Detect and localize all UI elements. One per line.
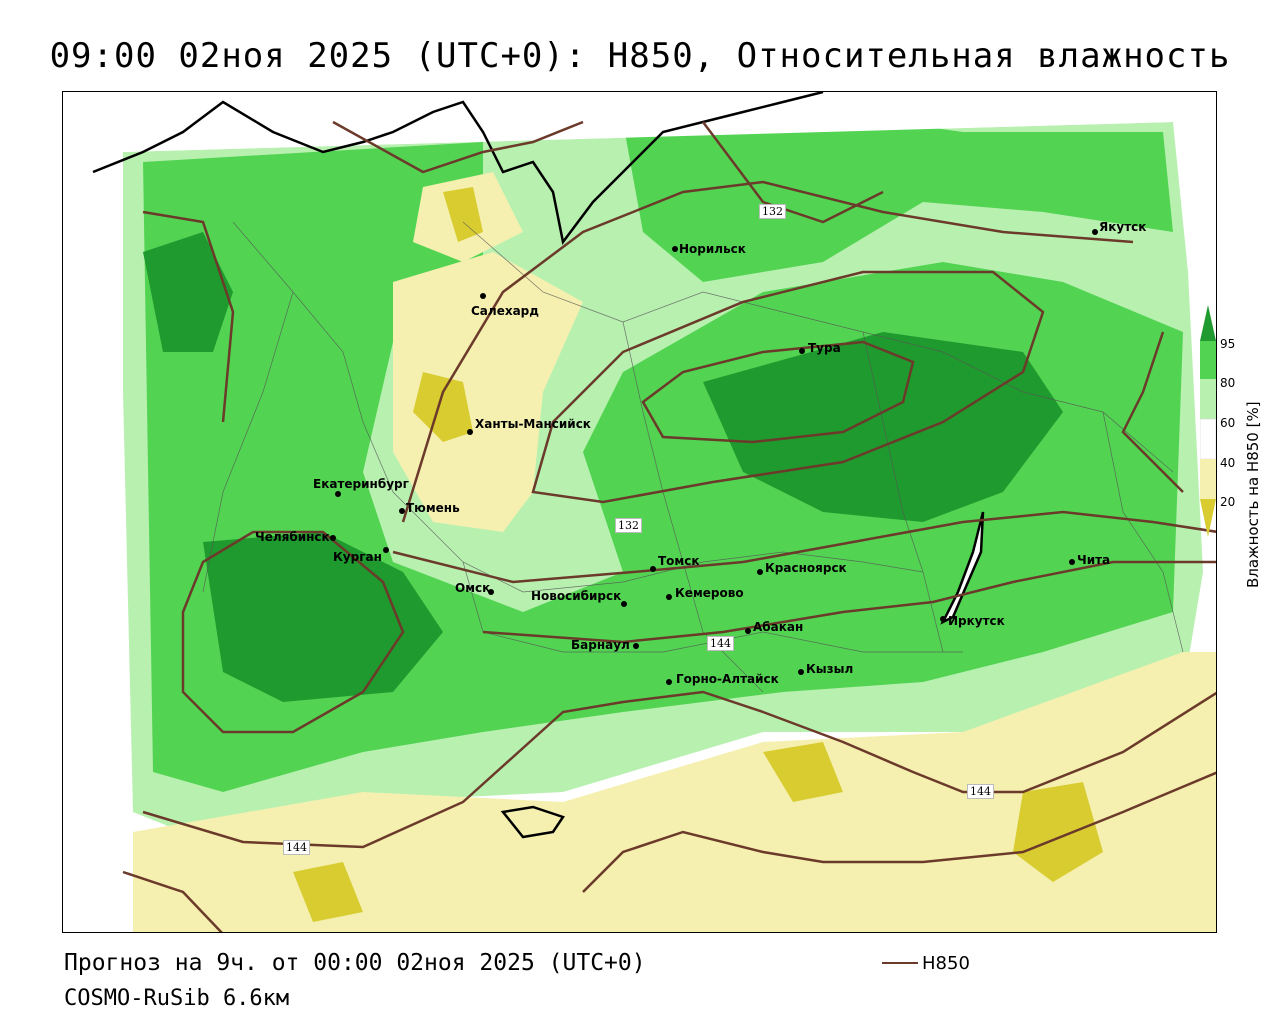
map-area: 132 132 144 144 144 Якутск Норильск Сале… xyxy=(62,91,1217,933)
contour-label: 132 xyxy=(615,518,642,533)
city-marker xyxy=(940,616,946,622)
coastline xyxy=(92,92,824,839)
city-label: Томск xyxy=(658,554,700,568)
colorbar-40 xyxy=(1200,418,1216,460)
model-name: COSMO-RuSib 6.6км xyxy=(64,986,290,1011)
city-label: Екатеринбург xyxy=(313,477,409,491)
humidity-field-dry-south-se xyxy=(1013,782,1103,882)
contour-138-b xyxy=(142,210,235,423)
colorbar-tick: 40 xyxy=(1220,456,1236,470)
city-label: Челябинск xyxy=(255,530,330,544)
contour-132-inner xyxy=(641,340,915,444)
city-marker xyxy=(335,491,341,497)
humidity-field-dry-south-c xyxy=(763,742,843,802)
city-marker xyxy=(666,594,672,600)
legend-label: H850 xyxy=(922,953,970,974)
contour-label: 144 xyxy=(707,636,734,651)
contour-150-d xyxy=(1121,331,1184,493)
city-marker xyxy=(650,566,656,572)
humidity-field-95-nw xyxy=(143,232,233,352)
forecast-info: Прогноз на 9ч. от 00:00 02ноя 2025 (UTC+… xyxy=(64,950,646,976)
h850-contours xyxy=(122,120,1216,932)
colorbar-tick: 60 xyxy=(1220,416,1236,430)
city-label: Якутск xyxy=(1099,220,1147,234)
colorbar-0-cap xyxy=(1200,499,1216,537)
city-marker xyxy=(488,589,494,595)
colorbar-95-cap xyxy=(1200,305,1216,341)
city-marker xyxy=(480,293,486,299)
baikal-lake xyxy=(940,511,985,625)
city-marker xyxy=(399,508,405,514)
city-marker xyxy=(666,679,672,685)
map-title: 09:00 02ноя 2025 (UTC+0): H850, Относите… xyxy=(49,36,1231,76)
contour-label: 144 xyxy=(967,784,994,799)
humidity-field-95-west xyxy=(203,532,443,702)
contour-132-outer xyxy=(531,270,1045,504)
contour-150-b xyxy=(582,771,1216,893)
colorbar xyxy=(1200,305,1216,537)
city-label: Иркутск xyxy=(948,614,1005,628)
colorbar-title: Влажность на H850 [%] xyxy=(1244,401,1262,588)
city-label: Кемерово xyxy=(675,586,744,600)
contour-150-a xyxy=(142,690,1216,849)
city-label: Омск xyxy=(455,581,491,595)
city-label: Чита xyxy=(1077,553,1111,567)
colorbar-tick: 95 xyxy=(1220,337,1236,351)
humidity-field-80-north xyxy=(623,112,1173,282)
contour-north-loop xyxy=(332,120,584,174)
humidity-field-dry-south xyxy=(133,652,1216,932)
city-label: Новосибирск xyxy=(531,589,622,603)
humidity-field-dry-core xyxy=(413,372,473,442)
city-label: Горно-Алтайск xyxy=(676,672,779,686)
city-marker xyxy=(621,601,627,607)
city-marker xyxy=(1069,559,1075,565)
city-label: Курган xyxy=(333,550,382,564)
contour-132-ne xyxy=(702,121,884,224)
contour-144-west xyxy=(181,530,405,734)
city-marker xyxy=(799,348,805,354)
city-marker xyxy=(330,535,336,541)
colorbar-20 xyxy=(1200,459,1216,499)
city-label: Барнаул xyxy=(571,638,630,652)
humidity-field-dry-corridor xyxy=(393,252,583,532)
colorbar-80 xyxy=(1200,341,1216,379)
humidity-map-svg xyxy=(63,92,1216,932)
city-label: Салехард xyxy=(471,304,539,318)
city-marker xyxy=(798,669,804,675)
contour-label: 132 xyxy=(759,204,786,219)
city-label: Тюмень xyxy=(406,501,460,515)
humidity-field-dry-core-north xyxy=(443,187,483,242)
contour-144-b xyxy=(482,560,1216,644)
colorbar-tick: 20 xyxy=(1220,495,1236,509)
legend-line-swatch xyxy=(882,962,918,964)
city-label: Тура xyxy=(808,341,841,355)
city-label: Красноярск xyxy=(765,561,847,575)
city-marker xyxy=(745,628,751,634)
city-marker xyxy=(467,429,473,435)
city-label: Норильск xyxy=(679,242,746,256)
city-marker xyxy=(757,569,763,575)
humidity-field-95-center xyxy=(703,332,1063,522)
city-marker xyxy=(383,547,389,553)
colorbar-tick: 80 xyxy=(1220,376,1236,390)
contour-150-c xyxy=(122,870,223,932)
city-label: Абакан xyxy=(753,620,804,634)
humidity-field-dry-south-sw xyxy=(293,862,363,922)
city-label: Кызыл xyxy=(806,662,854,676)
colorbar-60 xyxy=(1200,379,1216,419)
city-marker xyxy=(672,246,678,252)
contour-138-a xyxy=(401,180,1134,523)
city-marker xyxy=(633,643,639,649)
city-marker xyxy=(1092,229,1098,235)
contour-144-a xyxy=(392,510,1216,584)
contour-label: 144 xyxy=(283,840,310,855)
city-label: Ханты-Мансийск xyxy=(475,417,591,431)
